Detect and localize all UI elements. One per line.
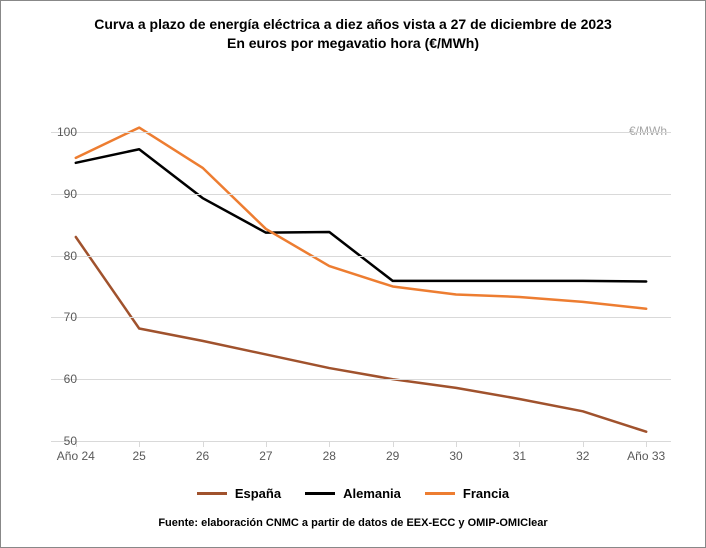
x-tick-mark [203, 441, 204, 447]
y-tick-label: 70 [64, 310, 77, 324]
x-tick-mark [583, 441, 584, 447]
gridline-horizontal [51, 441, 671, 442]
x-tick-mark [393, 441, 394, 447]
legend-label: Alemania [343, 486, 401, 501]
y-tick-label: 80 [64, 249, 77, 263]
y-tick-label: 100 [57, 125, 77, 139]
gridline-horizontal [51, 317, 671, 318]
x-tick-label: Año 24 [57, 449, 95, 463]
title-line-1: Curva a plazo de energía eléctrica a die… [1, 15, 705, 34]
legend-item: Francia [425, 486, 509, 501]
title-line-2: En euros por megavatio hora (€/MWh) [1, 34, 705, 53]
x-tick-mark [329, 441, 330, 447]
gridline-horizontal [51, 379, 671, 380]
x-tick-label: 31 [513, 449, 526, 463]
x-tick-mark [139, 441, 140, 447]
chart-source-footnote: Fuente: elaboración CNMC a partir de dat… [1, 517, 705, 529]
legend-item: España [197, 486, 281, 501]
series-line [76, 237, 646, 432]
y-axis-unit-label: €/MWh [629, 124, 667, 138]
y-tick-label: 60 [64, 372, 77, 386]
x-tick-label: 28 [323, 449, 336, 463]
legend-swatch [197, 492, 227, 495]
x-tick-label: 29 [386, 449, 399, 463]
chart-lines-svg [51, 101, 671, 441]
x-tick-label: 27 [259, 449, 272, 463]
y-tick-label: 50 [64, 434, 77, 448]
legend-label: Francia [463, 486, 509, 501]
series-line [76, 149, 646, 281]
chart-container: Curva a plazo de energía eléctrica a die… [0, 0, 706, 548]
legend-swatch [305, 492, 335, 495]
gridline-horizontal [51, 194, 671, 195]
x-tick-mark [266, 441, 267, 447]
gridline-horizontal [51, 256, 671, 257]
legend-swatch [425, 492, 455, 495]
x-tick-label: 26 [196, 449, 209, 463]
x-tick-mark [646, 441, 647, 447]
chart-plot-area: €/MWh [51, 101, 671, 441]
x-tick-label: Año 33 [627, 449, 665, 463]
x-tick-mark [456, 441, 457, 447]
x-tick-label: 25 [132, 449, 145, 463]
y-tick-label: 90 [64, 187, 77, 201]
gridline-horizontal [51, 132, 671, 133]
x-tick-mark [519, 441, 520, 447]
x-tick-label: 30 [449, 449, 462, 463]
legend-label: España [235, 486, 281, 501]
x-tick-label: 32 [576, 449, 589, 463]
chart-legend: España Alemania Francia [1, 483, 705, 501]
legend-item: Alemania [305, 486, 401, 501]
chart-title: Curva a plazo de energía eléctrica a die… [1, 15, 705, 53]
